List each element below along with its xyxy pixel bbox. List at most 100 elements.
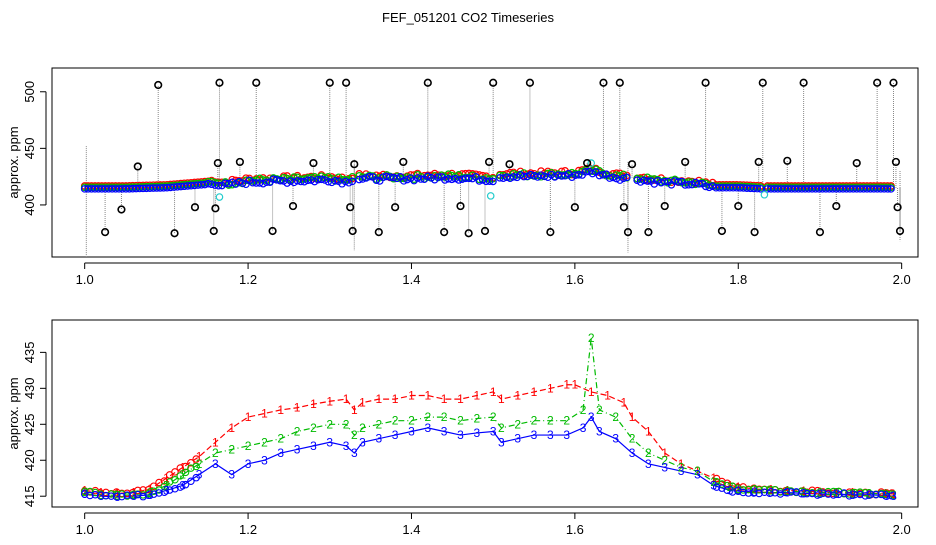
top-outlier-point <box>852 158 861 168</box>
bottom-series2-marker: 2 <box>392 414 399 428</box>
bottom-series3-point <box>112 492 121 501</box>
bottom-series3-point <box>149 490 158 498</box>
bottom-y-tick-label: 435 <box>22 342 37 364</box>
top-series3-point <box>238 179 247 187</box>
bottom-series3-point <box>861 492 870 500</box>
bottom-series3-marker: 3 <box>800 486 807 500</box>
top-outlier-point <box>570 203 579 212</box>
top-outlier-point <box>101 228 110 237</box>
bottom-series3-marker: 3 <box>457 428 464 442</box>
top-series3-point <box>657 178 665 187</box>
bottom-series1-marker: 1 <box>375 392 382 406</box>
top-series3-point <box>417 175 425 183</box>
bottom-series1-marker: 1 <box>604 389 611 403</box>
top-series3-point <box>674 178 683 186</box>
bottom-series2-marker: 2 <box>661 453 668 467</box>
bottom-series3-marker: 3 <box>563 428 570 442</box>
bottom-series2-marker: 2 <box>784 484 791 498</box>
bottom-series3-point <box>123 491 131 499</box>
top-series3-point <box>235 177 243 186</box>
bottom-series1-point <box>155 478 163 487</box>
top-outlier-point <box>644 228 653 237</box>
top-series3-point <box>204 179 213 188</box>
bottom-series2-marker: 2 <box>596 403 603 417</box>
top-outlier-point <box>252 78 261 87</box>
bottom-series1-marker: 1 <box>751 482 758 496</box>
bottom-series3-point <box>80 490 89 498</box>
top-series3-point <box>695 179 703 188</box>
bottom-series2-marker: 2 <box>629 432 636 446</box>
top-series3-point <box>365 172 374 181</box>
top-outlier-point <box>489 78 498 87</box>
top-y-tick-label: 500 <box>22 81 37 103</box>
bottom-series3-point <box>819 489 827 497</box>
bottom-series1-marker: 1 <box>784 483 791 497</box>
bottom-series3-marker: 3 <box>588 410 595 424</box>
top-plot-frame <box>51 67 919 258</box>
bottom-series2-marker: 2 <box>294 424 301 438</box>
bottom-series2-marker: 2 <box>678 460 685 474</box>
top-outlier-point <box>615 78 624 87</box>
top-series3-point <box>348 177 357 186</box>
bottom-series2-point <box>80 487 89 496</box>
bottom-series1-marker: 1 <box>457 392 464 406</box>
top-series3-point <box>317 175 326 184</box>
top-outlier-point <box>211 204 220 213</box>
top-series3-point <box>581 167 590 176</box>
bottom-series1-marker: 1 <box>228 421 235 435</box>
bottom-series1-marker: 1 <box>817 485 824 499</box>
bottom-series3-point <box>760 488 769 497</box>
top-series3-point <box>454 176 463 184</box>
top-y-tick-label: 450 <box>22 138 37 160</box>
bottom-series1-marker: 1 <box>498 392 505 406</box>
bottom-series3-point <box>107 492 115 500</box>
bottom-series1-marker: 1 <box>531 385 538 399</box>
bottom-series2-marker: 2 <box>351 428 358 442</box>
top-outlier-point <box>374 228 383 237</box>
bottom-series3-marker: 3 <box>130 489 137 503</box>
bottom-series2-marker: 2 <box>163 478 170 492</box>
bottom-series3-point <box>771 489 779 497</box>
bottom-series3-point <box>139 492 147 501</box>
bottom-series2-marker: 2 <box>890 488 897 502</box>
bottom-series3-marker: 3 <box>114 490 121 504</box>
bottom-series3-point <box>797 489 806 498</box>
bottom-y-tick-label: 425 <box>22 413 37 435</box>
bottom-series3-marker: 3 <box>514 432 521 446</box>
bottom-series1-marker: 1 <box>81 483 88 497</box>
top-series3-point <box>262 178 271 187</box>
bottom-series1-marker: 1 <box>196 450 203 464</box>
bottom-series3-marker: 3 <box>768 486 775 500</box>
bottom-series3-point <box>845 492 854 500</box>
top-x-tick-label: 1.2 <box>239 272 257 287</box>
bottom-series3-point <box>118 492 126 501</box>
bottom-series2-marker: 2 <box>849 486 856 500</box>
bottom-series1-marker: 1 <box>98 486 105 500</box>
bottom-series1-marker: 1 <box>768 483 775 497</box>
bottom-series3-marker: 3 <box>310 439 317 453</box>
bottom-series1-marker: 1 <box>645 424 652 438</box>
bottom-series3-point <box>803 489 811 498</box>
bottom-series2-marker: 2 <box>375 417 382 431</box>
bottom-series2-marker: 2 <box>81 485 88 499</box>
bottom-series3-marker: 3 <box>833 487 840 501</box>
bottom-series1-marker: 1 <box>441 392 448 406</box>
top-outlier-point <box>734 201 743 211</box>
top-outlier-point <box>209 226 218 236</box>
bottom-series3-marker: 3 <box>751 485 758 499</box>
top-series3-point <box>489 177 497 186</box>
bottom-series3-marker: 3 <box>277 446 284 460</box>
top-outlier-point <box>213 158 222 168</box>
bottom-series1-point <box>149 482 158 490</box>
bottom-series1-marker: 1 <box>735 480 742 494</box>
bottom-series2-marker: 2 <box>588 331 595 345</box>
bottom-series2-marker: 2 <box>817 486 824 500</box>
bottom-series1-marker: 1 <box>245 410 252 424</box>
bottom-series3-marker: 3 <box>531 428 538 442</box>
top-outlier-point <box>190 203 200 212</box>
bottom-series3-marker: 3 <box>866 488 873 502</box>
top-series3-point <box>273 176 281 184</box>
bottom-series1-marker: 1 <box>547 381 554 395</box>
bottom-series3-point <box>850 490 859 499</box>
